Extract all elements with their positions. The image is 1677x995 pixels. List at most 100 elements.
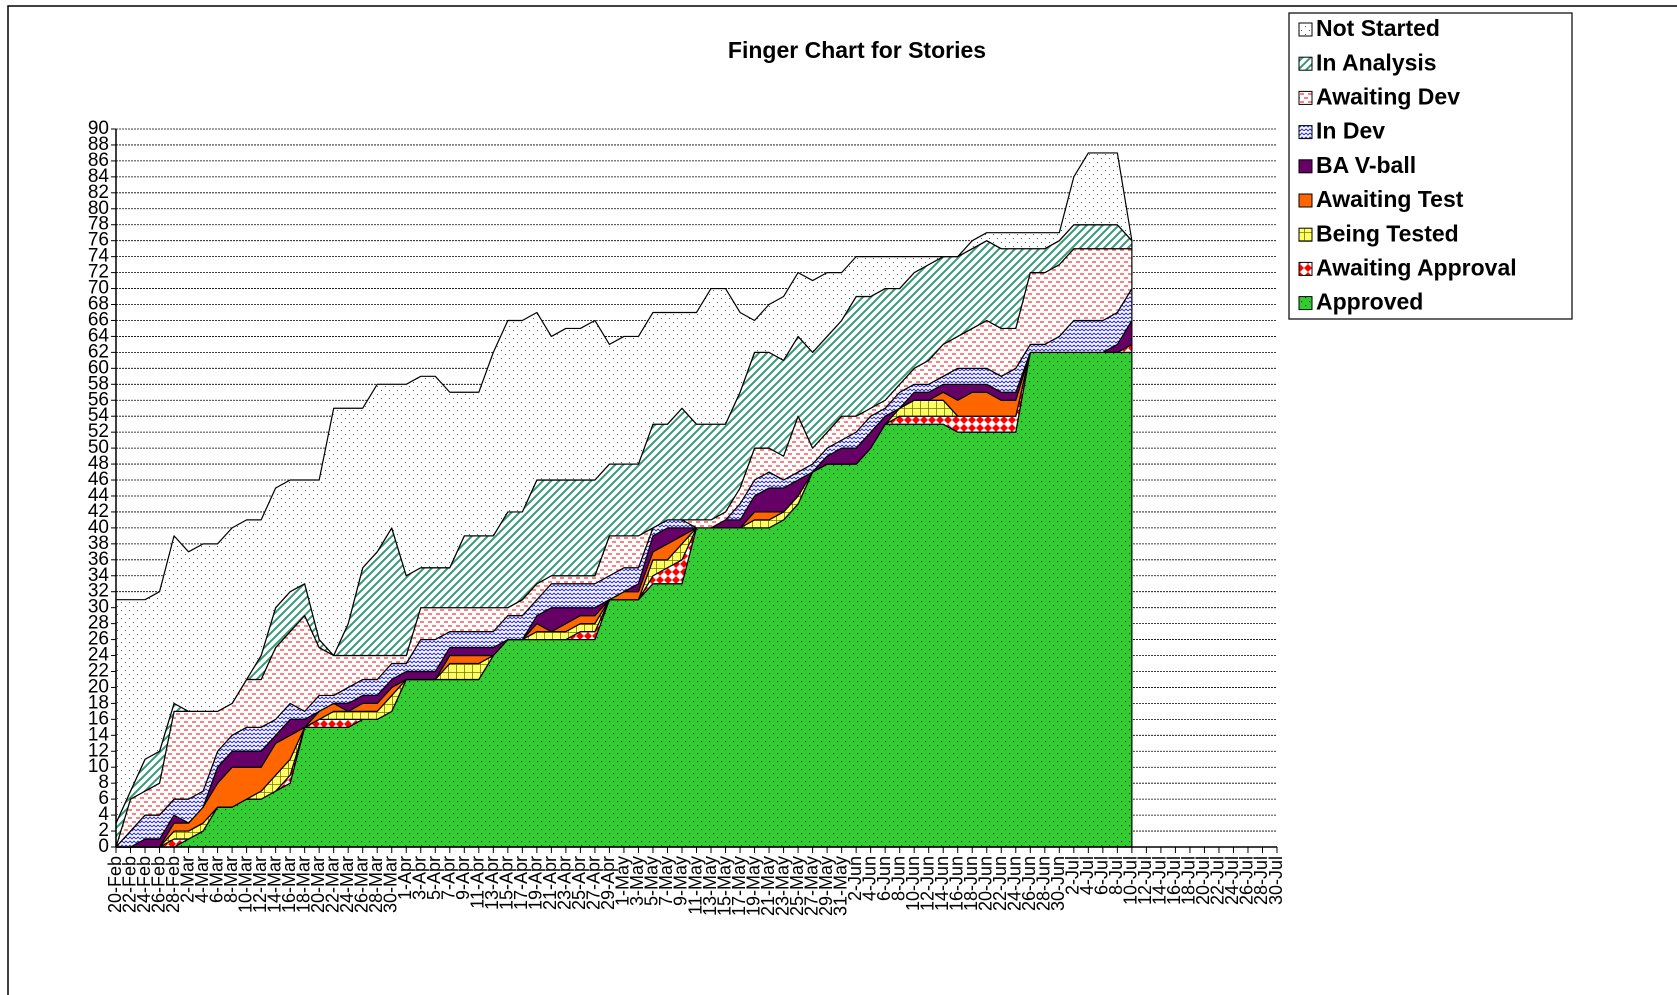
x-tick-label: 30-Mar	[380, 856, 400, 913]
y-tick-label: 66	[88, 309, 109, 330]
x-tick-label: 1-Apr	[395, 856, 415, 900]
y-tick-label: 62	[88, 341, 109, 362]
x-tick-label: 16-Mar	[279, 856, 299, 913]
y-tick-label: 68	[88, 294, 109, 315]
x-tick-label: 28-Mar	[366, 856, 386, 913]
x-tick-label: 4-Jun	[859, 856, 879, 901]
y-tick-label: 48	[88, 453, 109, 474]
x-tick-label: 7-May	[656, 856, 676, 906]
x-tick-label: 28-Jun	[1034, 856, 1054, 911]
x-tick-label: 17-May	[729, 856, 749, 916]
x-tick-label: 12-Jul	[1135, 856, 1155, 905]
chart-title: Finger Chart for Stories	[728, 37, 986, 63]
x-tick-label: 30-Jun	[1048, 856, 1068, 911]
areas	[115, 152, 1133, 848]
y-tick-label: 32	[88, 581, 109, 602]
x-tick-label: 10-Jun	[903, 856, 923, 911]
legend-label: In Dev	[1316, 118, 1385, 144]
y-tick-label: 72	[88, 262, 109, 283]
area	[115, 152, 1133, 824]
x-tick-label: 1-May	[613, 856, 633, 906]
x-tick-label: 16-Jul	[1164, 856, 1184, 905]
x-tick-label: 29-May	[816, 856, 836, 916]
y-tick-label: 6	[98, 788, 109, 809]
y-tick-label: 40	[88, 517, 109, 538]
y-tick-label: 16	[88, 708, 109, 729]
x-tick-label: 18-Jun	[961, 856, 981, 911]
y-tick-label: 58	[88, 373, 109, 394]
y-tick-label: 12	[88, 740, 109, 761]
x-tick-label: 28-Jul	[1251, 856, 1271, 905]
y-tick-label: 14	[88, 724, 110, 745]
x-tick-label: 12-Jun	[917, 856, 937, 911]
y-tick-label: 50	[88, 437, 109, 458]
legend-label: Awaiting Dev	[1316, 83, 1460, 109]
y-tick-label: 56	[88, 389, 109, 410]
y-tick-label: 44	[88, 485, 110, 506]
x-tick-label: 10-Jul	[1121, 856, 1141, 905]
y-tick-label: 26	[88, 629, 109, 650]
x-tick-label: 3-May	[627, 856, 647, 906]
legend-label: In Analysis	[1316, 49, 1437, 75]
legend-swatch	[1298, 227, 1313, 242]
y-tick-label: 90	[88, 118, 109, 139]
x-tick-label: 15-Apr	[497, 856, 517, 910]
y-tick-label: 46	[88, 469, 109, 490]
x-tick-label: 14-Jun	[932, 856, 952, 911]
y-tick-label: 80	[88, 198, 109, 219]
y-tick-label: 38	[88, 533, 109, 554]
y-tick-label: 8	[98, 772, 109, 793]
y-tick-label: 52	[88, 421, 109, 442]
x-tick-label: 24-Feb	[134, 856, 154, 913]
x-tick-label: 23-May	[772, 856, 792, 916]
y-tick-label: 20	[88, 676, 109, 697]
legend-label: BA V-ball	[1316, 152, 1416, 178]
y-tick-label: 78	[88, 214, 109, 235]
x-tick-label: 6-Jul	[1092, 856, 1112, 895]
y-tick-label: 88	[88, 134, 109, 155]
x-tick-label: 27-May	[801, 856, 821, 916]
x-tick-label: 18-Jul	[1179, 856, 1199, 905]
x-tick-label: 4-Mar	[192, 856, 212, 903]
x-tick-label: 14-Jul	[1150, 856, 1170, 905]
x-tick-label: 13-Apr	[482, 856, 502, 910]
y-tick-label: 0	[98, 836, 109, 857]
x-tick-label: 14-Mar	[264, 856, 284, 913]
x-tick-label: 19-May	[743, 856, 763, 916]
x-tick-label: 26-Mar	[351, 856, 371, 913]
chart-border	[7, 5, 1677, 995]
x-tick-label: 5-Apr	[424, 856, 444, 900]
legend-label: Approved	[1316, 289, 1423, 315]
y-tick-label: 54	[88, 405, 110, 426]
x-tick-label: 21-Apr	[540, 856, 560, 910]
x-tick-label: 2-Mar	[177, 856, 197, 903]
y-tick-label: 28	[88, 613, 109, 634]
x-tick-label: 24-Mar	[337, 856, 357, 913]
y-tick-label: 36	[88, 549, 109, 570]
x-tick-label: 9-Apr	[453, 856, 473, 900]
x-tick-label: 21-May	[758, 856, 778, 916]
legend-swatch	[1298, 125, 1313, 140]
x-tick-label: 12-Mar	[250, 856, 270, 913]
legend: Not Started In Analysis Awaiting Dev In Dev…	[1288, 12, 1573, 320]
legend-swatch	[1298, 22, 1313, 37]
x-tick-label: 22-Feb	[119, 856, 139, 913]
x-tick-label: 27-Apr	[584, 856, 604, 910]
x-tick-label: 28-Feb	[163, 856, 183, 913]
x-tick-label: 17-Apr	[511, 856, 531, 910]
x-tick-label: 13-May	[700, 856, 720, 916]
x-tick-label: 16-Jun	[946, 856, 966, 911]
y-tick-label: 64	[88, 325, 110, 346]
x-tick-label: 19-Apr	[526, 856, 546, 910]
x-tick-label: 26-Jun	[1019, 856, 1039, 911]
x-tick-label: 24-Jul	[1222, 856, 1242, 905]
legend-swatch	[1298, 159, 1313, 174]
x-tick-label: 20-Feb	[105, 856, 125, 913]
x-tick-label: 8-Mar	[221, 856, 241, 903]
x-tick-label: 4-Jul	[1077, 856, 1097, 895]
x-tick-label: 10-Mar	[235, 856, 255, 913]
x-tick-label: 24-Jun	[1005, 856, 1025, 911]
x-tick-label: 8-Jun	[888, 856, 908, 901]
legend-swatch	[1298, 90, 1313, 105]
